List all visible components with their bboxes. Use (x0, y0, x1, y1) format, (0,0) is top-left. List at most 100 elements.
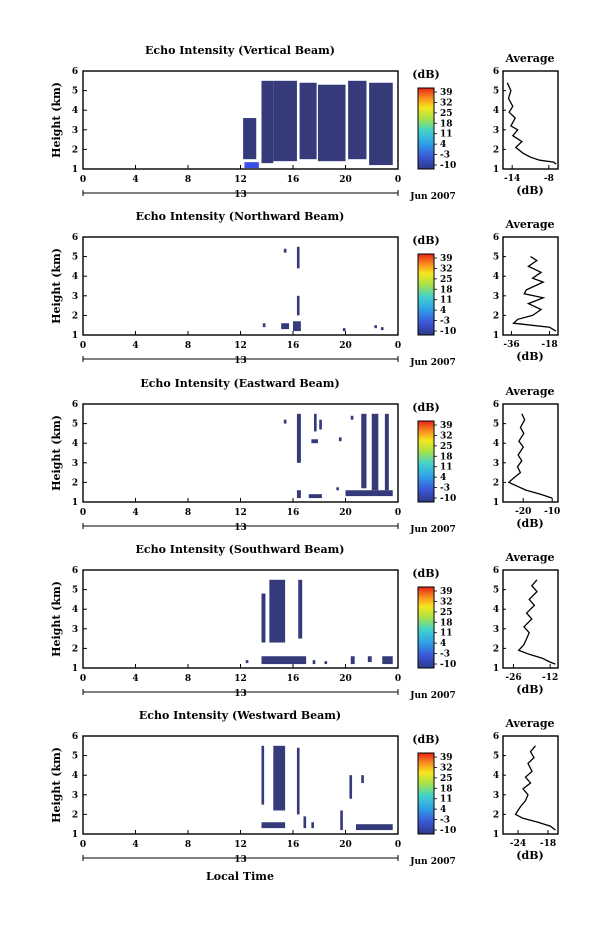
y-tick-label: 2 (72, 810, 78, 820)
average-y-tick-label: 5 (493, 87, 499, 97)
colorbar-tick-label: -3 (440, 650, 450, 660)
x-tick-label: 16 (287, 175, 300, 185)
colorbar-tick-label: 11 (440, 296, 453, 306)
x-tick-label: 0 (395, 840, 401, 850)
colorbar-tick-label: -10 (440, 494, 456, 504)
y-tick-label: 6 (72, 566, 78, 576)
average-title: Average (504, 385, 554, 398)
panel-3: Echo Intensity (Southward Beam)123456Hei… (50, 543, 559, 701)
x-tick-label: 0 (395, 175, 401, 185)
average-x-tick-label: -26 (505, 673, 521, 683)
x-tick-label: 0 (80, 175, 86, 185)
panel-4: Echo Intensity (Westward Beam)123456Heig… (50, 709, 559, 867)
panel-0: Echo Intensity (Vertical Beam)123456Heig… (50, 44, 559, 202)
colorbar-tick-label: 25 (440, 109, 453, 119)
average-y-tick-label: 2 (493, 311, 499, 321)
average-y-tick-label: 1 (493, 664, 499, 674)
echo-cell (261, 80, 274, 164)
y-tick-label: 6 (72, 400, 78, 410)
colorbar-tick-label: 32 (440, 597, 453, 607)
x-tick-label: 0 (395, 508, 401, 518)
y-tick-label: 6 (72, 732, 78, 742)
echo-cell (367, 656, 372, 663)
echo-cell (380, 327, 384, 331)
echo-cell (262, 323, 266, 328)
plot-frame (82, 236, 399, 336)
colorbar-tick-label: 39 (440, 254, 453, 264)
panel-title: Echo Intensity (Southward Beam) (136, 543, 345, 556)
echo-cell (269, 579, 286, 643)
x-tick-label: 4 (132, 175, 138, 185)
colorbar-tick-label: 18 (440, 452, 453, 462)
y-tick-label: 4 (72, 605, 78, 615)
average-x-tick-label: -20 (515, 507, 531, 517)
x-tick-label: 12 (234, 175, 247, 185)
echo-cell (296, 490, 301, 499)
echo-cell (314, 413, 317, 432)
x-tick-label: 0 (80, 508, 86, 518)
x-tick-label: 4 (132, 341, 138, 351)
panels: Echo Intensity (Vertical Beam)123456Heig… (50, 44, 560, 867)
echo-cell (296, 295, 300, 316)
average-x-label: (dB) (516, 849, 543, 862)
colorbar-tick-label: 4 (440, 639, 446, 649)
echo-cell (348, 80, 367, 160)
average-y-tick-label: 4 (493, 439, 499, 449)
colorbar-tick-label: 4 (440, 306, 446, 316)
echo-cell (273, 745, 286, 811)
x-tick-label: 16 (287, 840, 300, 850)
average-y-tick-label: 6 (493, 67, 499, 77)
day-label: 13 (234, 689, 247, 699)
x-tick-label: 0 (80, 840, 86, 850)
date-label: Jun 2007 (409, 192, 456, 202)
y-tick-label: 6 (72, 233, 78, 243)
day-label: 13 (234, 855, 247, 865)
date-label: Jun 2007 (409, 691, 456, 701)
colorbar-tick-label: 11 (440, 130, 453, 140)
average-y-tick-label: 3 (493, 292, 499, 302)
average-frame (502, 735, 559, 835)
y-tick-label: 1 (72, 331, 78, 341)
x-tick-label: 12 (234, 674, 247, 684)
echo-cell (293, 321, 301, 332)
average-y-tick-label: 6 (493, 233, 499, 243)
average-y-tick-label: 4 (493, 771, 499, 781)
colorbar-tick-label: -10 (440, 826, 456, 836)
average-y-tick-label: 1 (493, 498, 499, 508)
x-tick-label: 12 (234, 840, 247, 850)
echo-cell (243, 118, 257, 160)
colorbar-tick-label: 18 (440, 618, 453, 628)
colorbar-unit: (dB) (412, 401, 439, 414)
panel-1: Echo Intensity (Northward Beam)123456Hei… (50, 210, 559, 368)
average-profile-line (512, 256, 557, 332)
echo-cell (371, 413, 379, 491)
average-y-tick-label: 1 (493, 331, 499, 341)
plot-frame (82, 569, 399, 669)
colorbar-unit: (dB) (412, 567, 439, 580)
echo-cell (296, 246, 300, 269)
average-y-tick-label: 5 (493, 752, 499, 762)
x-tick-label: 20 (339, 175, 352, 185)
echo-cell (312, 660, 316, 665)
echo-cell (296, 747, 300, 815)
y-tick-label: 3 (72, 292, 78, 302)
x-tick-label: 20 (339, 674, 352, 684)
y-tick-label: 2 (72, 311, 78, 321)
colorbar-tick-label: -3 (440, 151, 450, 161)
x-tick-label: 20 (339, 341, 352, 351)
average-x-tick-label: -18 (540, 839, 556, 849)
echo-cell (342, 328, 346, 332)
date-label: Jun 2007 (409, 857, 456, 867)
colorbar (417, 420, 435, 503)
y-tick-label: 1 (72, 664, 78, 674)
echo-cell (349, 775, 353, 799)
x-tick-label: 16 (287, 341, 300, 351)
colorbar-tick-label: 32 (440, 98, 453, 108)
colorbar-tick-label: 32 (440, 763, 453, 773)
average-y-tick-label: 2 (493, 810, 499, 820)
average-x-label: (dB) (516, 517, 543, 530)
y-tick-label: 4 (72, 106, 78, 116)
average-frame (502, 70, 559, 170)
colorbar-tick-label: 4 (440, 473, 446, 483)
echo-cell (283, 419, 287, 424)
